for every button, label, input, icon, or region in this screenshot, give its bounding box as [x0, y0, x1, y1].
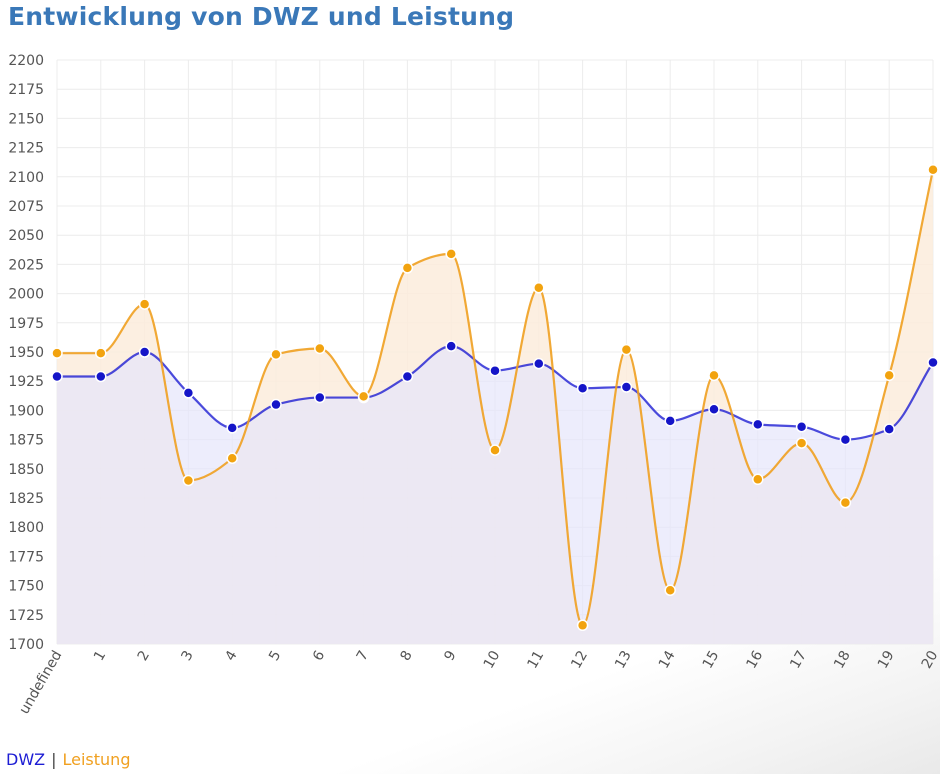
data-points: [51, 164, 939, 632]
y-tick-label: 1725: [8, 608, 44, 624]
area-dwz: [57, 346, 933, 644]
y-tick-label: 2100: [8, 170, 44, 186]
point-dwz[interactable]: [927, 356, 939, 369]
point-dwz[interactable]: [489, 364, 501, 377]
point-leistung[interactable]: [839, 496, 852, 509]
x-tick-label: 6: [310, 648, 328, 664]
y-tick-label: 2025: [8, 257, 44, 273]
point-dwz[interactable]: [51, 370, 63, 383]
x-tick-label: 17: [787, 648, 810, 671]
point-dwz[interactable]: [620, 381, 633, 393]
y-tick-label: 2000: [8, 287, 44, 303]
y-tick-label: 2125: [8, 141, 44, 157]
x-tick-label: 2: [135, 648, 153, 664]
x-tick-label: 10: [481, 648, 504, 671]
y-tick-label: 2175: [8, 82, 44, 98]
point-dwz[interactable]: [839, 433, 852, 446]
x-tick-label: 8: [398, 648, 416, 664]
point-leistung[interactable]: [51, 347, 63, 359]
y-axis-ticks: 1700 1725 1750 1775 1800 1825 1850 1875 1900 1925…: [8, 53, 44, 653]
x-tick-label: 14: [656, 648, 679, 672]
point-dwz[interactable]: [138, 346, 151, 358]
point-dwz[interactable]: [314, 391, 326, 404]
point-leistung[interactable]: [795, 437, 808, 449]
y-tick-label: 1900: [8, 403, 44, 419]
y-tick-label: 2200: [8, 53, 44, 69]
x-tick-label: 12: [568, 648, 591, 671]
point-leistung[interactable]: [314, 342, 326, 355]
point-dwz[interactable]: [401, 370, 414, 383]
legend-separator: |: [51, 750, 57, 769]
y-tick-label: 1850: [8, 462, 44, 478]
y-tick-label: 1825: [8, 491, 44, 507]
point-leistung[interactable]: [664, 584, 676, 597]
point-leistung[interactable]: [357, 390, 370, 403]
legend-leistung[interactable]: Leistung: [62, 750, 131, 769]
point-leistung[interactable]: [270, 348, 282, 361]
x-tick-label: 9: [441, 648, 459, 664]
x-tick-label: 19: [875, 648, 898, 671]
point-dwz[interactable]: [708, 403, 720, 415]
x-tick-label: 13: [612, 648, 635, 671]
point-leistung[interactable]: [927, 164, 939, 176]
point-dwz[interactable]: [883, 423, 895, 435]
x-tick-label: 20: [919, 648, 940, 671]
point-leistung[interactable]: [708, 369, 720, 382]
y-tick-label: 2075: [8, 199, 44, 215]
point-leistung[interactable]: [226, 452, 238, 465]
x-tick-label: 11: [524, 648, 547, 671]
point-dwz[interactable]: [533, 357, 545, 370]
point-dwz[interactable]: [664, 415, 676, 427]
y-tick-label: 1975: [8, 316, 44, 332]
y-tick-label: 1800: [8, 520, 44, 536]
x-tick-label: 4: [222, 648, 240, 664]
x-tick-label: 16: [743, 648, 766, 672]
point-dwz[interactable]: [270, 398, 282, 411]
x-tick-label: 7: [354, 648, 372, 664]
point-leistung[interactable]: [182, 474, 195, 487]
point-dwz[interactable]: [226, 422, 238, 434]
y-tick-label: 1925: [8, 374, 44, 390]
point-leistung[interactable]: [489, 444, 501, 456]
point-dwz[interactable]: [752, 418, 764, 431]
y-tick-label: 1750: [8, 579, 44, 595]
point-leistung[interactable]: [620, 343, 633, 356]
y-tick-label: 2050: [8, 228, 44, 244]
point-leistung[interactable]: [533, 282, 545, 294]
point-dwz[interactable]: [795, 421, 808, 433]
point-leistung[interactable]: [95, 347, 107, 359]
x-tick-label: 5: [266, 648, 284, 664]
series-areas: [57, 169, 933, 645]
point-leistung[interactable]: [138, 298, 151, 310]
point-leistung[interactable]: [883, 369, 895, 382]
y-tick-label: 2150: [8, 111, 44, 127]
point-dwz[interactable]: [445, 340, 457, 352]
y-tick-label: 1950: [8, 345, 44, 361]
point-leistung[interactable]: [401, 262, 414, 274]
x-tick-label: 3: [179, 648, 197, 664]
y-tick-label: 1875: [8, 433, 44, 449]
legend-dwz[interactable]: DWZ: [6, 750, 46, 769]
x-tick-label: 15: [700, 648, 723, 671]
x-tick-label: 1: [91, 648, 109, 664]
point-leistung[interactable]: [752, 473, 764, 486]
point-dwz[interactable]: [182, 387, 195, 399]
x-tick-label: undefined: [16, 648, 65, 717]
x-tick-label: 18: [831, 648, 854, 671]
legend: DWZ | Leistung: [6, 750, 130, 769]
point-leistung[interactable]: [445, 248, 457, 260]
y-tick-label: 1700: [8, 637, 44, 653]
point-leistung[interactable]: [576, 619, 589, 632]
x-axis-ticks: undefined 1 2 3 4 5 6 7 8 9 10 11 12 13 14 15 16 17 18 19 20: [16, 648, 940, 717]
y-tick-label: 1775: [8, 549, 44, 565]
point-dwz[interactable]: [95, 370, 107, 383]
point-dwz[interactable]: [576, 382, 589, 394]
chart-title: Entwicklung von DWZ und Leistung: [8, 2, 515, 31]
